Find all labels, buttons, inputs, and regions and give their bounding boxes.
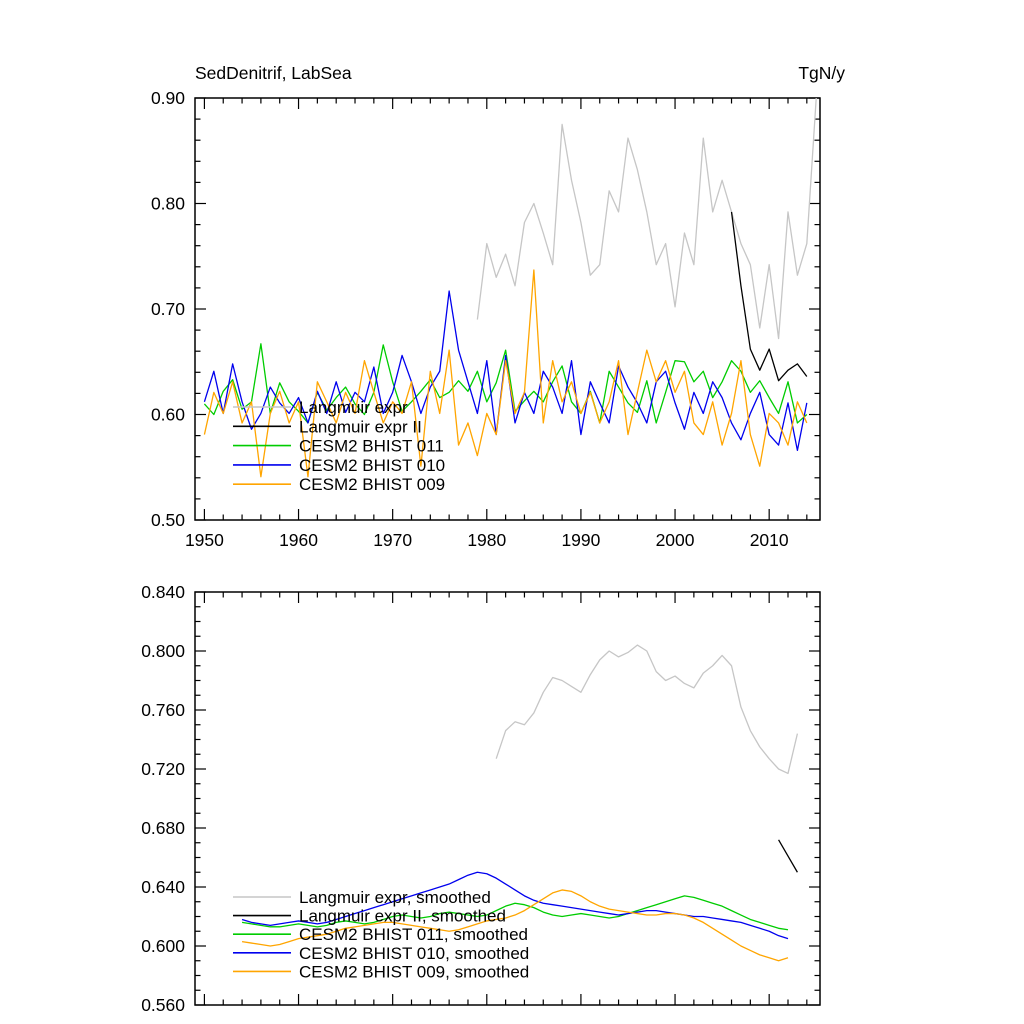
x-tick-label: 2010 [750,530,789,550]
y-tick-label: 0.800 [141,641,185,661]
x-tick-label: 1990 [561,530,600,550]
legend-label: CESM2 BHIST 010, smoothed [299,944,529,963]
axis-ticks [195,97,820,521]
x-tick-label: 2000 [656,530,695,550]
y-tick-label: 0.840 [141,582,185,602]
series-line-cesm2-bhist-009-smoothed [241,889,789,962]
series-line-cesm2-bhist-011 [203,343,808,424]
axis-frame [194,97,821,521]
y-tick-label: 0.600 [141,936,185,956]
y-tick-label: 0.720 [141,759,185,779]
bottom-chart: 0.560 0.600 0.640 0.680 0.720 0.760 0.800 0.840… [141,582,821,1015]
y-tick-label: 0.70 [151,299,185,319]
series-line-langmuir-expr-smoothed [495,644,799,775]
chart-title: SedDenitrif, LabSea [195,63,352,83]
series-line-cesm2-bhist-011-smoothed [241,895,789,931]
y-tick-label: 0.760 [141,700,185,720]
x-tick-label: 1980 [467,530,506,550]
y-tick-label: 0.60 [151,405,185,425]
top-chart: 1950 1960 1970 1980 1990 2000 2010 0.50 0.60 0.70… [151,88,821,550]
y-tick-label: 0.640 [141,877,185,897]
y-tick-label: 0.80 [151,194,185,214]
legend-label: Langmuir expr II, smoothed [299,907,506,926]
x-tick-label: 1950 [185,530,224,550]
series-line-cesm2-bhist-010-smoothed [241,871,789,940]
legend-label: CESM2 BHIST 009, smoothed [299,962,529,981]
series-line-langmuir-expr-ii-smoothed [778,839,798,873]
legend-label: Langmuir expr [299,398,408,417]
legend-label: CESM2 BHIST 009 [299,475,445,494]
legend-label: Langmuir expr, smoothed [299,888,491,907]
units-label: TgN/y [798,63,845,83]
series-line-cesm2-bhist-009 [203,269,808,478]
series-line-langmuir-expr-ii [730,211,808,382]
x-tick-label: 1960 [279,530,318,550]
legend-label: CESM2 BHIST 010 [299,456,445,475]
x-tick-label: 1970 [373,530,412,550]
series-line-cesm2-bhist-010 [203,290,808,452]
y-tick-label: 0.90 [151,88,185,108]
axis-ticks [195,591,820,1006]
y-tick-label: 0.680 [141,818,185,838]
legend-label: CESM2 BHIST 011 [299,437,444,456]
legend-label: CESM2 BHIST 011, smoothed [299,925,528,944]
y-tick-label: 0.560 [141,995,185,1015]
chart-title-row: SedDenitrif, LabSea TgN/y [195,63,845,84]
series-line-langmuir-expr [476,98,817,340]
y-tick-label: 0.50 [151,510,185,530]
legend-label: Langmuir expr II [299,417,422,436]
